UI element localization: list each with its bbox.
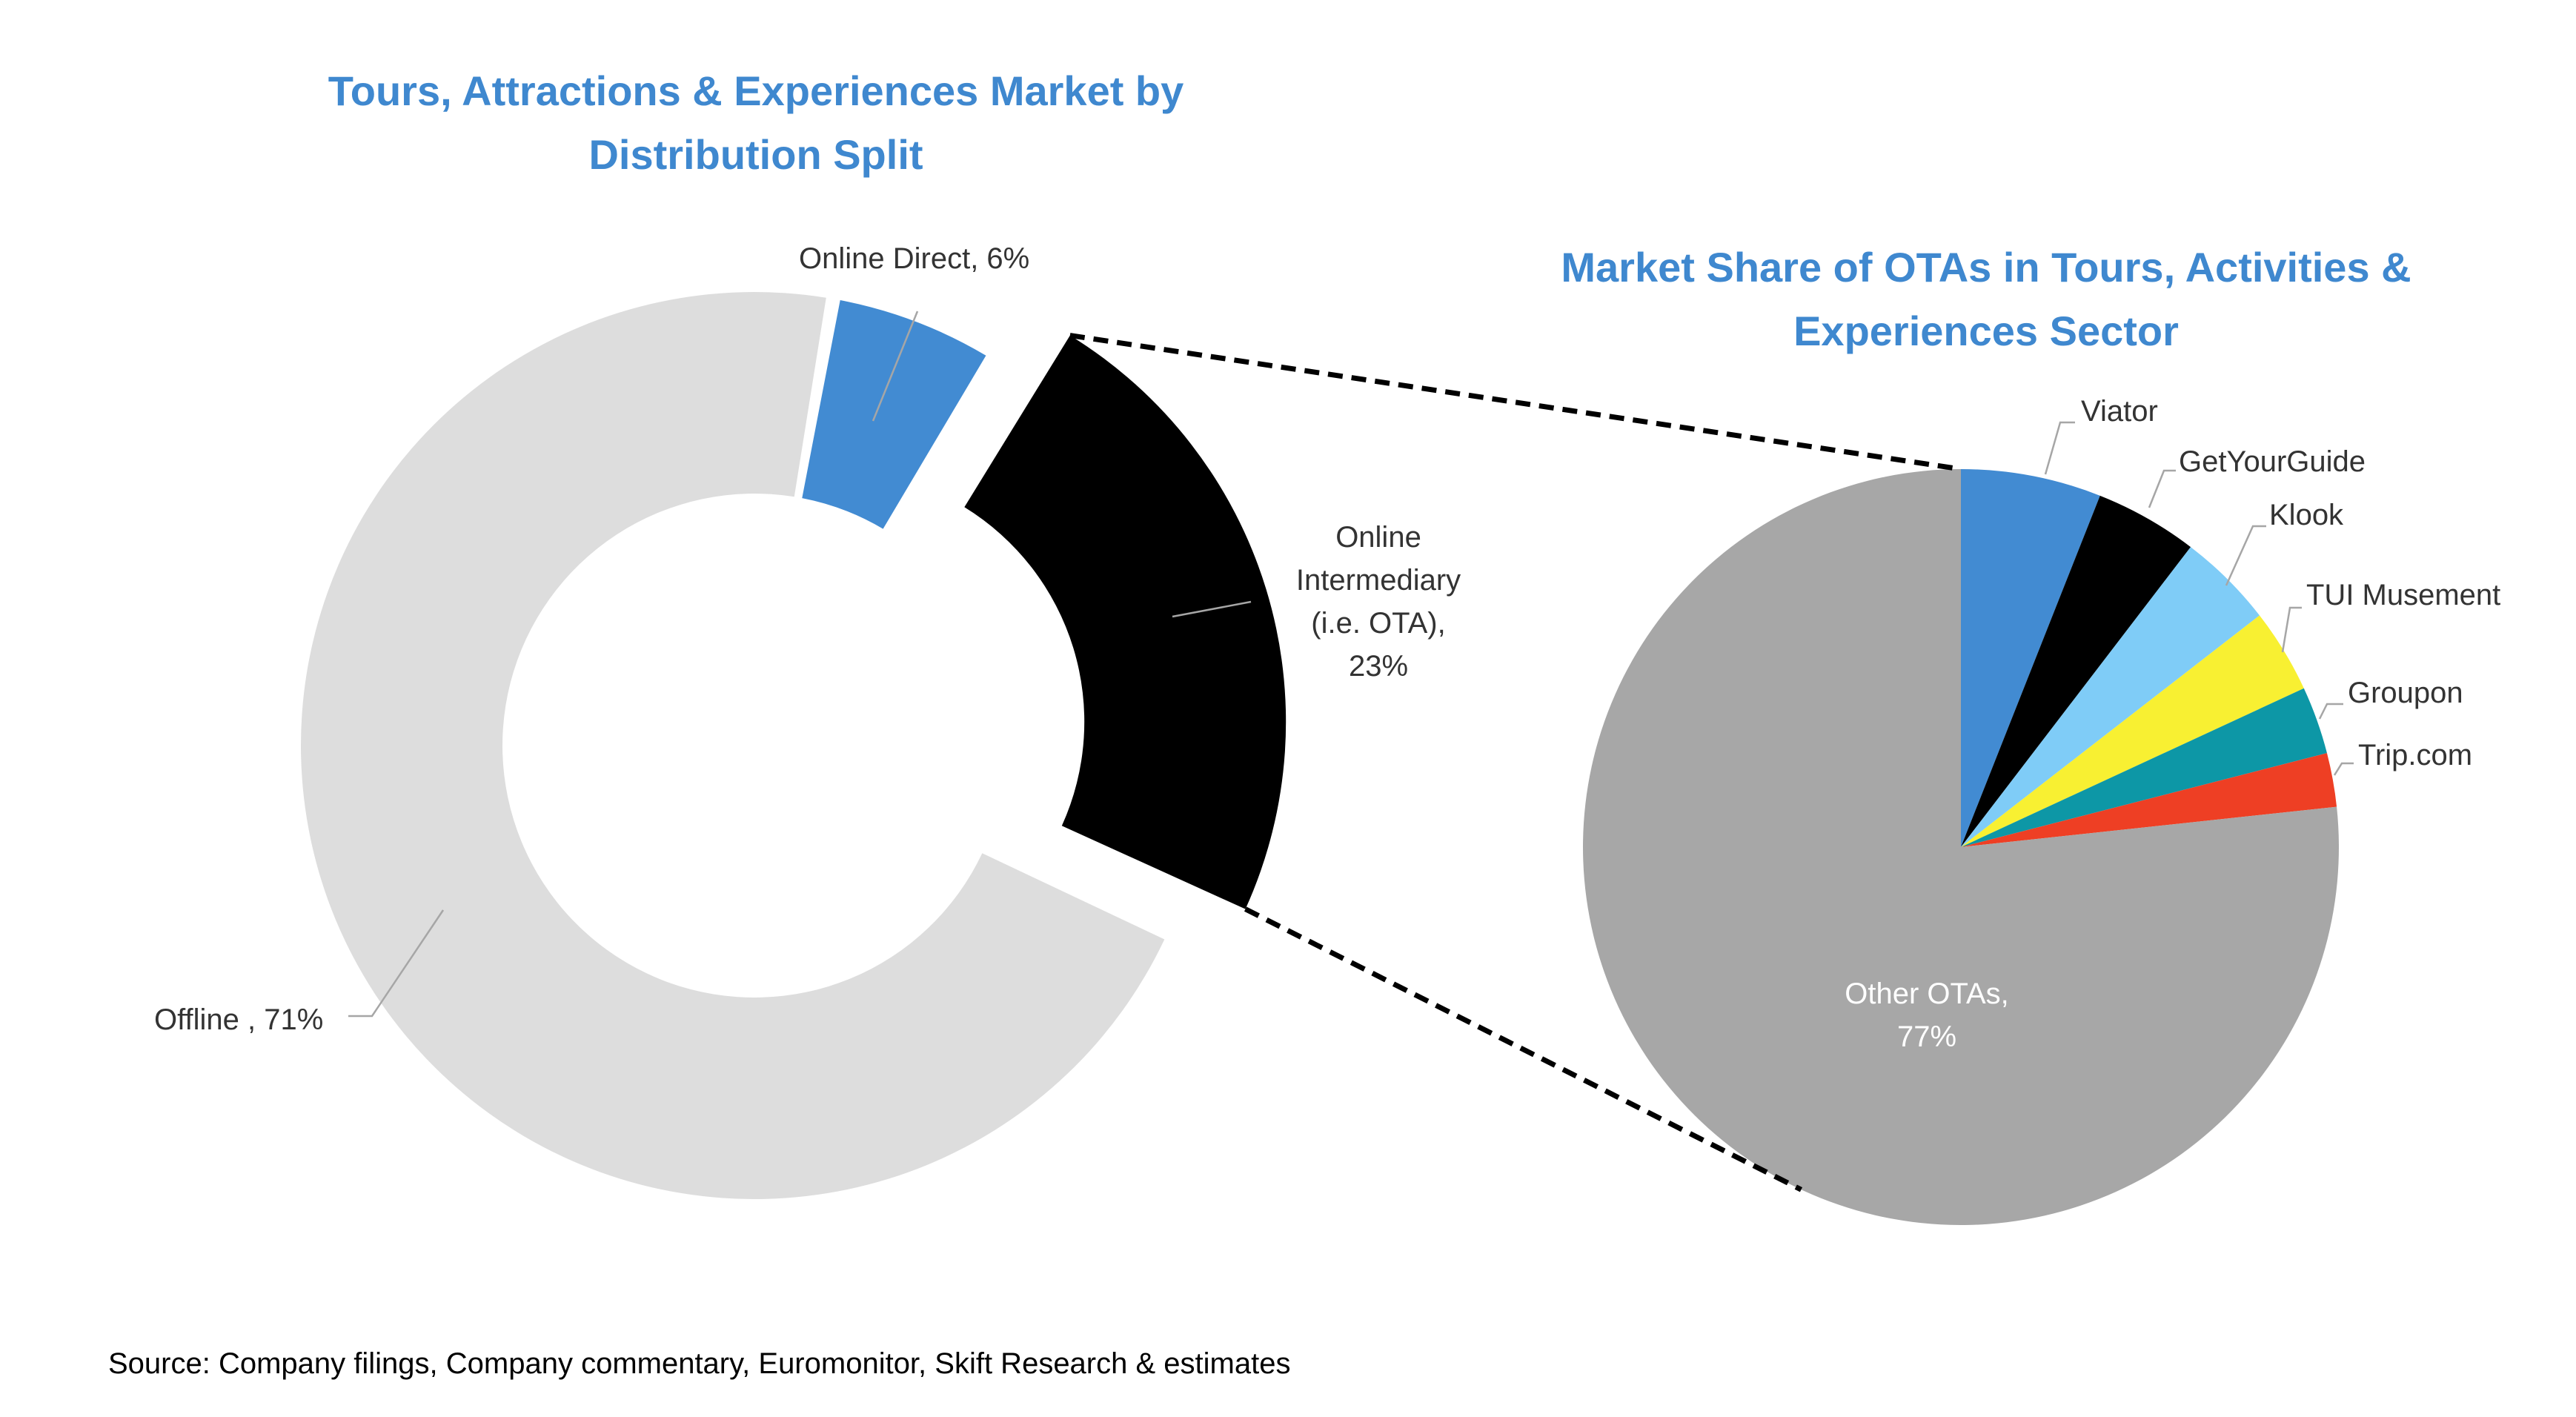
label-trip-com: Trip.com	[2358, 739, 2473, 771]
label-tui-musement: TUI Musement	[2306, 579, 2501, 611]
leader-tui-musement	[2281, 606, 2302, 653]
leader-offline	[348, 909, 445, 1018]
pie-slice-tui-musement	[1961, 615, 2304, 847]
label-online-intermediary: Online Intermediary (i.e. OTA), 23%	[1295, 521, 1461, 683]
connector-line-bottom	[1244, 906, 1803, 1192]
leader-klook	[2225, 525, 2266, 586]
pie-slice-trip-com	[1961, 753, 2337, 847]
pie-slice-viator	[1961, 469, 2100, 847]
leader-trip-com	[2333, 762, 2354, 776]
pie-slice-getyourguide	[1961, 495, 2191, 847]
pie-title-line-1: Market Share of OTAs in Tours, Activitie…	[1561, 244, 2411, 291]
pie-slice-other-otas	[1583, 469, 2340, 1225]
label-groupon: Groupon	[2348, 677, 2463, 709]
label-online-direct: Online Direct, 6%	[799, 242, 1030, 275]
leader-groupon	[2318, 703, 2343, 720]
donut-title-line-2: Distribution Split	[588, 131, 923, 178]
pie-title-line-2: Experiences Sector	[1793, 308, 2179, 354]
label-klook: Klook	[2269, 499, 2344, 531]
label-offline: Offline , 71%	[154, 1003, 324, 1036]
label-getyourguide: GetYourGuide	[2179, 445, 2366, 478]
label-other-otas: Other OTAs, 77%	[1845, 978, 2009, 1053]
pie-slice-klook	[1961, 547, 2260, 847]
leader-online-intermediary	[1172, 600, 1252, 618]
donut-chart-title: Tours, Attractions & Experiences Market …	[200, 59, 1312, 187]
donut-slice-online-intermediary-i-e-ota	[964, 335, 1287, 909]
leader-getyourguide	[2148, 469, 2176, 508]
pie-slice-groupon	[1961, 688, 2327, 847]
leader-online-direct	[872, 311, 919, 422]
label-viator: Viator	[2081, 395, 2158, 428]
leader-viator	[2044, 421, 2075, 475]
connector-line-top	[1069, 333, 1962, 472]
donut-slice-offline	[301, 292, 1165, 1200]
source-note: Source: Company filings, Company comment…	[108, 1347, 1291, 1380]
donut-title-line-1: Tours, Attractions & Experiences Market …	[328, 67, 1184, 114]
donut-slice-online-direct	[802, 300, 986, 529]
pie-chart-title: Market Share of OTAs in Tours, Activitie…	[1438, 236, 2534, 363]
